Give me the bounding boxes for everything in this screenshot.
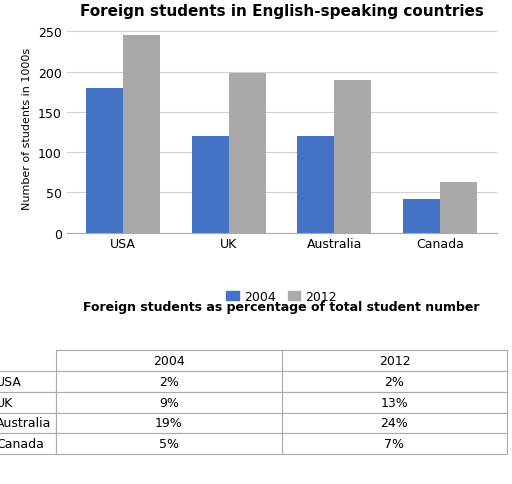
Bar — [403, 199, 440, 233]
Bar — [123, 36, 160, 233]
Text: Foreign students as percentage of total student number: Foreign students as percentage of total … — [83, 300, 480, 313]
Bar — [192, 136, 229, 233]
Bar — [440, 182, 477, 233]
Bar — [86, 89, 123, 233]
Title: Foreign students in English-speaking countries: Foreign students in English-speaking cou… — [80, 4, 483, 19]
Bar — [334, 80, 371, 233]
Bar — [229, 74, 266, 233]
Bar — [297, 136, 334, 233]
Y-axis label: Number of students in 1000s: Number of students in 1000s — [22, 48, 32, 210]
Legend: 2004, 2012: 2004, 2012 — [221, 286, 342, 308]
